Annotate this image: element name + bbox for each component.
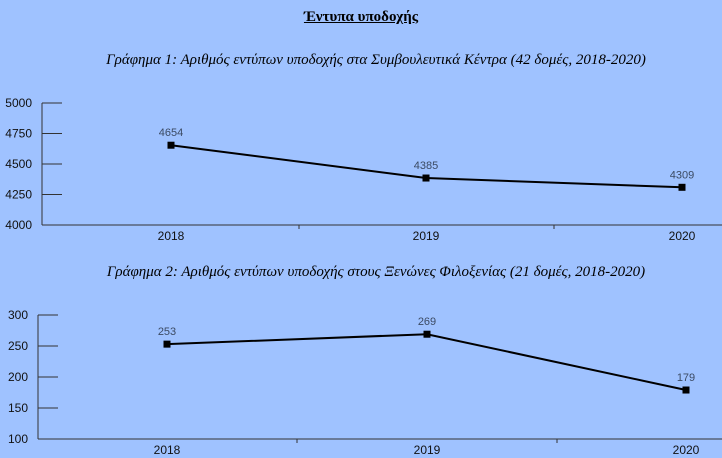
series-line [166, 333, 687, 391]
x-tick-label: 2018 [154, 443, 181, 457]
y-tick-label: 4000 [5, 218, 32, 232]
x-tick-label: 2020 [669, 229, 696, 243]
chart-1-title: Γράφημα 1: Αριθμός εντύπων υποδοχής στα … [106, 52, 646, 68]
y-tick-label: 100 [8, 432, 28, 446]
chart-2-title: Γράφημα 2: Αριθμός εντύπων υποδοχής στου… [106, 264, 646, 280]
data-label: 4309 [670, 169, 694, 181]
y-tick-label: 4500 [5, 157, 32, 171]
data-point [682, 386, 690, 394]
data-point [163, 340, 171, 348]
y-tick-label: 5000 [5, 96, 32, 110]
data-label: 179 [677, 372, 695, 384]
x-tick-label: 2019 [413, 229, 440, 243]
x-tick-label: 2018 [158, 229, 185, 243]
y-tick-label: 200 [8, 370, 28, 384]
y-tick-label: 300 [8, 308, 28, 322]
chart-1: 4000 4250 4500 4750 5000 2018 2019 2020 4654 4385… [5, 96, 722, 243]
data-label: 4385 [414, 160, 438, 172]
data-label: 269 [418, 316, 436, 328]
data-label: 253 [158, 326, 176, 338]
data-point [422, 174, 430, 182]
x-tick-label: 2020 [673, 443, 700, 457]
y-tick-label: 250 [8, 339, 28, 353]
data-point [678, 183, 686, 191]
x-tick-label: 2019 [414, 443, 441, 457]
data-point [423, 330, 431, 338]
y-tick-label: 4750 [5, 127, 32, 141]
data-point [167, 141, 175, 149]
y-tick-label: 4250 [5, 188, 32, 202]
data-label: 4654 [159, 127, 183, 139]
chart-2: 100 150 200 250 300 2018 2019 2020 253 269 179 [8, 308, 722, 457]
y-tick-label: 150 [8, 401, 28, 415]
page-heading: Έντυπα υποδοχής [303, 9, 419, 25]
